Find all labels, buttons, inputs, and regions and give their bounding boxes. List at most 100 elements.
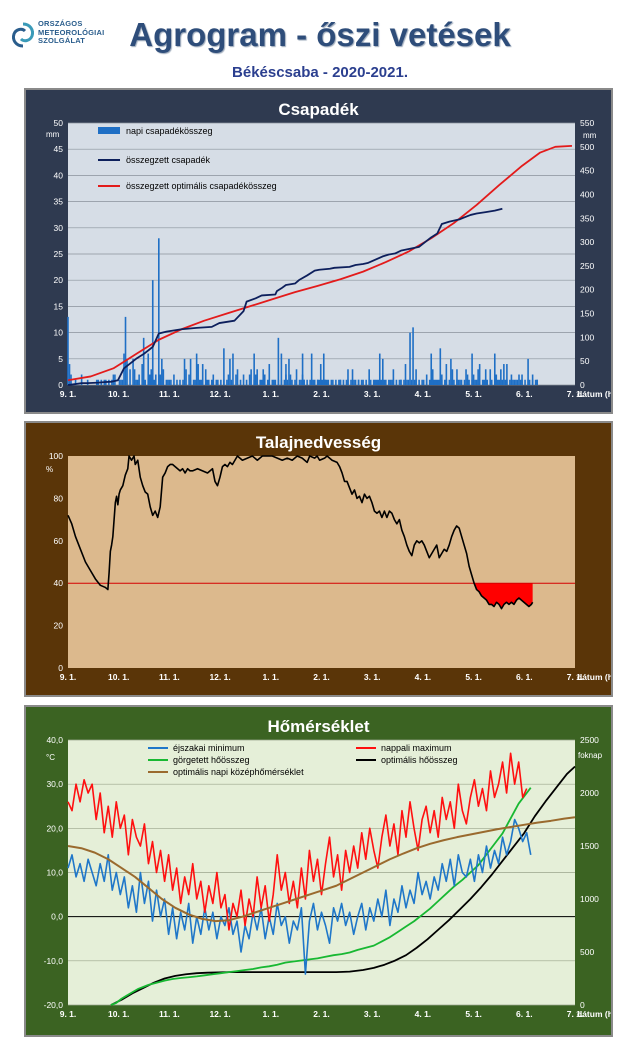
precip-bar [327, 379, 330, 385]
precip-bar [192, 379, 195, 385]
precip-bar [235, 374, 237, 385]
precip-bar [80, 374, 83, 385]
precip-bar [124, 316, 127, 385]
precip-bar [274, 379, 277, 385]
precip-bar [515, 379, 517, 385]
precip-bar [388, 379, 390, 385]
precip-bar [459, 379, 461, 385]
x-tick-label: 12. 1. [209, 1009, 230, 1019]
precip-bar [338, 379, 340, 385]
precip-bar [67, 316, 69, 385]
y-left-tick-label: 30 [54, 223, 64, 233]
precip-bar [313, 379, 316, 385]
x-tick-label: 2. 1. [313, 672, 330, 682]
precip-bar [312, 379, 314, 385]
precip-bar [342, 379, 345, 385]
temperature-chart: Hőmérséklet -20,0 -10,0 0,0 10,0 20,0 30,0 40,0… [44, 717, 611, 1019]
precip-bar [189, 358, 192, 385]
precip-bar [400, 379, 402, 385]
x-tick-label: 3. 1. [364, 1009, 381, 1019]
precip-bar [465, 369, 467, 385]
precip-bar [437, 379, 440, 385]
tmax-line [67, 752, 528, 931]
precip-bar [527, 358, 529, 385]
x-tick-label: 2. 1. [313, 1009, 330, 1019]
precip-bar [369, 379, 372, 385]
precip-bar [410, 379, 413, 385]
precip-bar [460, 379, 463, 385]
y-left-tick-label: 0,0 [51, 912, 63, 922]
precip-bar [210, 379, 213, 385]
precip-bar [439, 348, 442, 385]
precip-bar [226, 379, 228, 385]
precip-bar [474, 379, 476, 385]
precip-bar [217, 379, 219, 385]
precip-bar [242, 374, 245, 385]
precip-bar [148, 374, 151, 385]
y-right-tick-label: 2000 [580, 788, 599, 798]
legend-swatch-daily [98, 127, 120, 134]
precip-bar [253, 353, 255, 385]
y-left-tick-label: 0 [58, 380, 63, 390]
page-title: Agrogram - őszi vetések [129, 16, 511, 53]
precip-bar [207, 379, 210, 385]
x-tick-label: 11. 1. [159, 1009, 180, 1019]
precip-bar [351, 369, 354, 385]
precip-bar [291, 379, 293, 385]
precip-bar [170, 379, 172, 385]
y-right-tick-label: 1500 [580, 841, 599, 851]
precip-bar [475, 379, 478, 385]
precip-bar [150, 369, 153, 385]
precip-bar [409, 332, 411, 385]
precip-bar [118, 379, 121, 385]
x-tick-label: 1. 1. [263, 672, 280, 682]
precip-bar [478, 364, 481, 385]
soil-moisture-panel: Talajnedvesség 0 20 40 60 80 100% 9. 1. 10. 1. 11… [24, 421, 613, 697]
y-right-tick-label: 550 [580, 118, 594, 128]
precip-bar [309, 379, 311, 385]
y-right-tick-label: 0 [580, 1000, 585, 1010]
precip-bar [220, 379, 222, 385]
logo-text: ORSZÁGOS METEOROLÓGIAI SZOLGÁLAT [38, 19, 104, 46]
precip-bar [425, 374, 428, 385]
precip-bar [168, 379, 171, 385]
precip-bar [232, 353, 234, 385]
precip-bar [445, 364, 448, 385]
precip-bar [298, 379, 301, 385]
precip-bar [325, 379, 328, 385]
precip-bar [120, 379, 122, 385]
deficit-area [474, 583, 533, 609]
y-left-tick-label: 20 [54, 275, 64, 285]
precip-bar [524, 379, 526, 385]
page-subtitle: Békéscsaba - 2020-2021. [232, 64, 408, 81]
precip-bar [357, 379, 360, 385]
precip-bar [383, 379, 386, 385]
precip-bar [395, 379, 398, 385]
precip-bar [528, 379, 531, 385]
precip-bar [161, 358, 163, 385]
precip-bar [262, 369, 265, 385]
precip-bar [451, 369, 454, 385]
precip-bar [428, 379, 431, 385]
precip-bar [229, 358, 231, 385]
precip-bar [518, 374, 520, 385]
precip-bar [354, 379, 357, 385]
x-tick-label: 3. 1. [364, 672, 381, 682]
y-tick-label: 80 [54, 493, 64, 503]
precip-bar [509, 379, 511, 385]
x-axis-label: dátum (hó.nap) [577, 1009, 611, 1019]
y-right-tick-label: 150 [580, 309, 594, 319]
precip-bar [495, 374, 498, 385]
precip-bar [288, 358, 290, 385]
precip-bar [215, 379, 218, 385]
x-tick-label: 5. 1. [465, 1009, 482, 1019]
precip-bar [250, 369, 252, 385]
precip-bar [381, 358, 384, 385]
x-axis-label: dátum (hó.nap) [577, 672, 611, 682]
precip-bar [407, 379, 410, 385]
y-left-tick-label: 40 [54, 170, 64, 180]
precip-bar [318, 379, 321, 385]
legend-label: optimális napi középhőmérséklet [173, 767, 304, 777]
y-right-unit: foknap [578, 751, 603, 760]
precip-bar [501, 379, 504, 385]
